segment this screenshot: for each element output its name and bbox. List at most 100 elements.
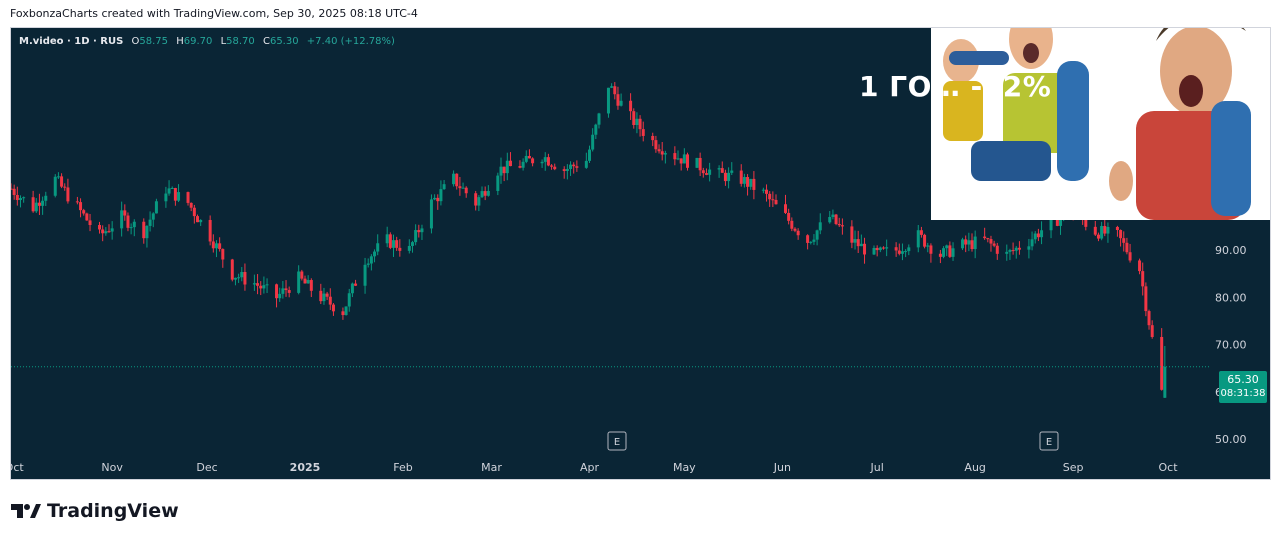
meme-overlay-image <box>931 28 1270 220</box>
candle-body <box>37 202 41 206</box>
candle-body <box>101 229 105 234</box>
candle-body <box>774 199 778 205</box>
candle-body <box>211 241 215 249</box>
candle-body <box>961 239 965 249</box>
candle-body <box>455 173 459 187</box>
candle-body <box>584 160 588 168</box>
x-tick-label: Mar <box>481 461 502 474</box>
candle-body <box>1030 239 1034 247</box>
candle-body <box>240 272 244 278</box>
candle-body <box>300 271 304 279</box>
candle-body <box>442 184 446 190</box>
candle-body <box>942 248 946 257</box>
candle-body <box>104 231 108 234</box>
candle-body <box>256 283 260 286</box>
candle-body <box>1144 286 1148 312</box>
x-axis: Oct Nov Dec 2025 Feb Mar Apr May Jun Jul Aug Sep Oct <box>11 461 1178 474</box>
candle-body <box>629 100 633 112</box>
candle-body <box>252 283 256 285</box>
x-tick-label: Oct <box>11 461 24 474</box>
candle-body <box>53 176 57 196</box>
candle-body <box>591 134 595 150</box>
candle-body <box>44 195 48 201</box>
candle-body <box>85 213 89 221</box>
candle-body <box>945 245 949 249</box>
candle-body <box>742 177 746 184</box>
candle-body <box>22 197 26 199</box>
candle-body <box>831 214 835 217</box>
candle-body <box>177 192 181 201</box>
candle-body <box>894 247 898 251</box>
candle-body <box>436 197 440 202</box>
candle-body <box>18 198 22 201</box>
candle-body <box>499 166 503 176</box>
candle-body <box>410 242 414 246</box>
candle-body <box>632 111 636 125</box>
candle-body <box>787 212 791 221</box>
tradingview-wordmark: TradingView <box>47 500 179 522</box>
candle-body <box>521 161 525 168</box>
open-value: 58.75 <box>139 36 169 47</box>
candle-body <box>148 219 152 226</box>
candle-body <box>369 256 373 264</box>
candle-body <box>613 86 617 95</box>
candle-body <box>964 239 968 245</box>
earnings-marker-label: E <box>614 437 620 448</box>
candle-body <box>1150 325 1154 337</box>
candle-body <box>546 157 550 166</box>
tradingview-brand[interactable]: TradingView <box>11 500 179 522</box>
candle-body <box>192 207 196 217</box>
candle-body <box>218 243 222 250</box>
candle-body <box>540 161 544 164</box>
candle-body <box>151 213 155 220</box>
candle-body <box>508 160 512 167</box>
candle-body <box>840 225 844 227</box>
candle-body <box>907 247 911 252</box>
candle-body <box>265 284 269 286</box>
candle-body <box>110 228 114 232</box>
candle-body <box>1017 247 1021 250</box>
candle-body <box>392 240 396 248</box>
x-tick-label: Jun <box>773 461 791 474</box>
candle-body <box>287 290 291 293</box>
open-label: O <box>131 36 140 47</box>
candle-body <box>385 234 389 244</box>
chart-panel[interactable]: 50.0060.0070.0080.0090.00100.00110.00120… <box>10 27 1271 480</box>
candle-body <box>679 158 683 164</box>
symbol-label: M.video · 1D · RUS <box>19 36 124 47</box>
candle-body <box>708 169 712 175</box>
earnings-marker <box>607 431 627 451</box>
candle-body <box>1005 251 1009 254</box>
candle-body <box>505 160 509 174</box>
candle-body <box>142 221 146 239</box>
candle-body <box>701 170 705 174</box>
candle-body <box>1011 250 1015 252</box>
candle-body <box>806 235 810 243</box>
candle-body <box>569 164 573 169</box>
candle-body <box>98 225 102 230</box>
candle-body <box>341 311 345 316</box>
candle-body <box>654 140 658 150</box>
candle-body <box>926 245 930 247</box>
candle-body <box>363 264 367 286</box>
change-value: +7.40 (+12.78%) <box>306 36 395 47</box>
candle-body <box>56 176 60 178</box>
candle-body <box>638 118 642 130</box>
candle-body <box>641 129 645 136</box>
candle-body <box>230 259 234 280</box>
candle-body <box>695 157 699 168</box>
candle-body <box>1138 260 1142 272</box>
candle-body <box>325 293 329 297</box>
price-chart[interactable]: 50.0060.0070.0080.0090.00100.00110.00120… <box>11 28 1271 480</box>
candle-body <box>1100 226 1104 239</box>
candle-body <box>682 154 686 164</box>
x-tick-label: May <box>673 461 696 474</box>
candle-body <box>518 166 522 168</box>
candle-body <box>145 225 149 239</box>
candle-body <box>531 158 535 164</box>
candle-body <box>458 186 462 189</box>
candle-body <box>673 153 677 160</box>
low-value: 58.70 <box>226 36 255 47</box>
candle-body <box>259 285 263 289</box>
